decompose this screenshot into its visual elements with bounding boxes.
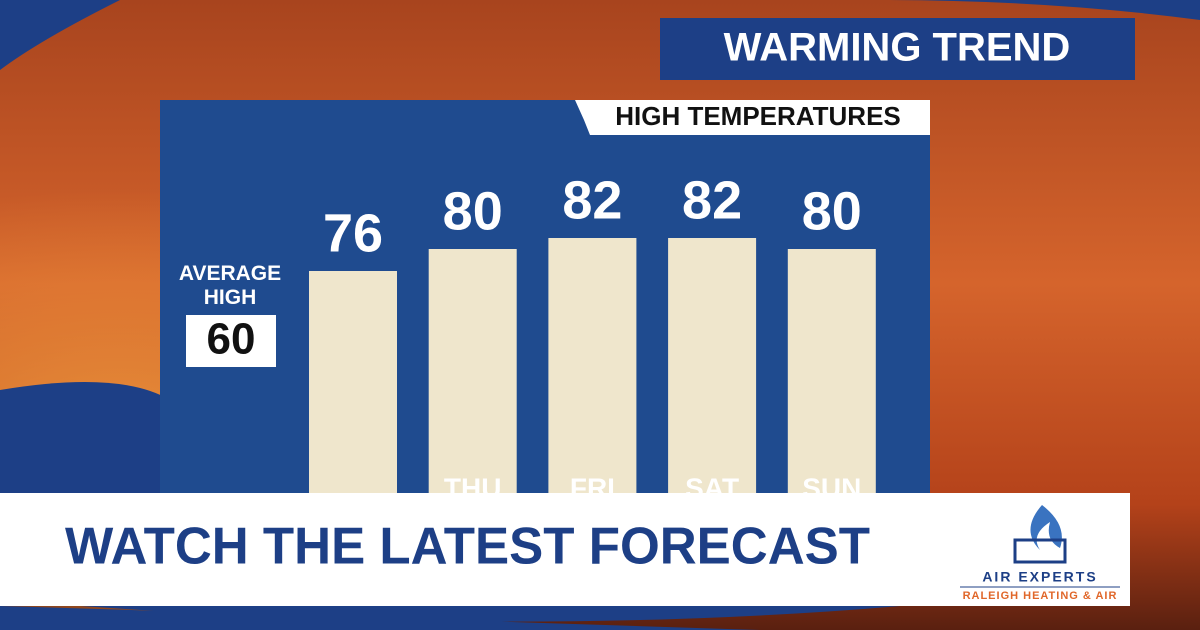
- average-value: 60: [207, 315, 256, 364]
- bar: [548, 238, 637, 493]
- chart-title: HIGH TEMPERATURES: [615, 101, 901, 131]
- banner-text[interactable]: WATCH THE LATEST FORECAST: [65, 518, 870, 576]
- bar: [309, 271, 397, 493]
- value-label: 82: [562, 170, 622, 230]
- value-label: 76: [323, 203, 383, 263]
- badge: WARMING TREND: [724, 26, 1071, 70]
- swoosh: [0, 382, 170, 493]
- logo-unit: [1013, 538, 1067, 564]
- value-label: 82: [682, 170, 742, 230]
- value-label: 80: [802, 181, 862, 241]
- swoosh: [880, 0, 1200, 20]
- bar: [787, 249, 876, 493]
- average-label-box: AVERAGE HIGH: [178, 262, 282, 309]
- swoosh: [0, 600, 900, 630]
- title-tab: [575, 100, 930, 135]
- bar: [668, 238, 757, 493]
- value-label: 80: [443, 181, 503, 241]
- banner: [0, 493, 1130, 606]
- average-label: AVERAGE HIGH: [178, 262, 282, 309]
- sponsor-name: AIR EXPERTS: [982, 569, 1097, 585]
- badge-box: [660, 18, 1135, 80]
- average-box: [186, 315, 276, 367]
- bar: [428, 249, 517, 493]
- sponsor-tagline: RALEIGH HEATING & AIR: [963, 590, 1118, 602]
- swoosh: [0, 0, 120, 70]
